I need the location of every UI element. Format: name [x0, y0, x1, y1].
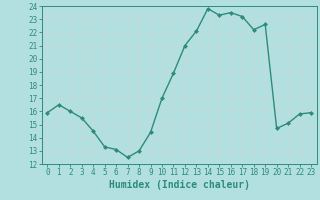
X-axis label: Humidex (Indice chaleur): Humidex (Indice chaleur) — [109, 180, 250, 190]
